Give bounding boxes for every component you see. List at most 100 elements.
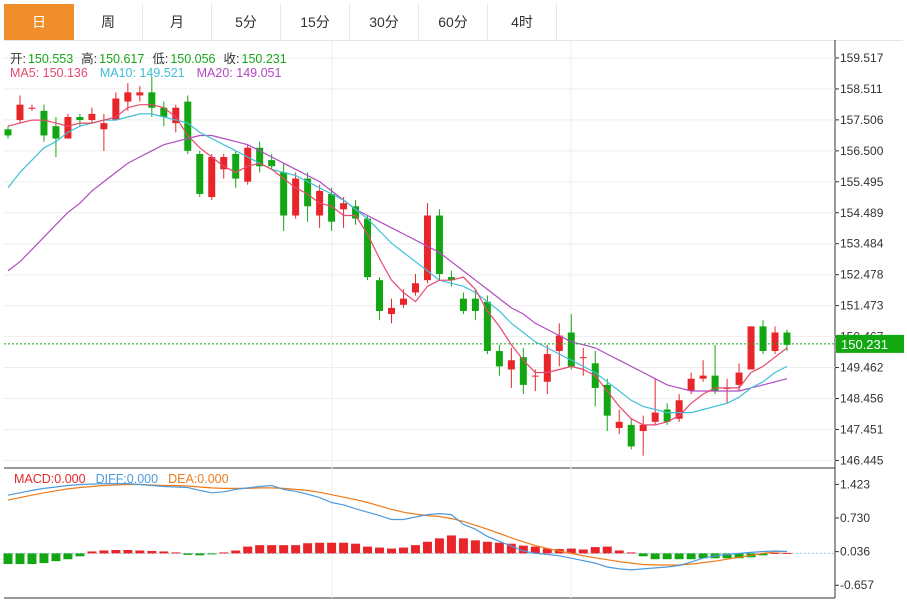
macd-bar-42 — [506, 543, 516, 554]
tab-month[interactable]: 月 — [143, 4, 212, 40]
ohlc-legend: 开: 150.553 高: 150.617 低: 150.056 收: 150.231 — [10, 48, 295, 67]
high-label: 高: — [81, 52, 98, 66]
macd-bar-45 — [542, 548, 552, 554]
candle-body-39 — [471, 298, 479, 311]
macd-bar-4 — [51, 553, 61, 562]
price-tick-label-6: 153.484 — [840, 237, 884, 251]
macd-bar-39 — [470, 540, 480, 554]
close-value: 150.231 — [241, 52, 287, 66]
macd-bar-9 — [111, 550, 121, 554]
macd-bar-37 — [446, 535, 456, 554]
macd-bar-6 — [75, 553, 85, 557]
candle-body-13 — [160, 107, 168, 117]
macd-bar-11 — [135, 550, 145, 554]
close-label: 收: — [223, 52, 240, 66]
macd-bar-1 — [15, 553, 25, 565]
ma5-line — [7, 104, 788, 426]
tab-week[interactable]: 周 — [74, 4, 143, 40]
tab-15min[interactable]: 15分 — [281, 4, 350, 40]
tab-60min[interactable]: 60分 — [419, 4, 488, 40]
ma20-line — [7, 134, 788, 392]
candle-body-1 — [16, 104, 24, 121]
macd-bar-29 — [351, 543, 361, 554]
candle-body-28 — [340, 203, 348, 210]
candle-body-42 — [507, 360, 515, 370]
macd-bar-33 — [398, 547, 408, 554]
macd-tick-label-3: -0.657 — [840, 578, 874, 592]
candle-body-54 — [651, 412, 659, 422]
tab-day[interactable]: 日 — [4, 4, 74, 40]
macd-bar-41 — [494, 542, 504, 554]
macd-bar-32 — [387, 548, 397, 554]
macd-bar-49 — [590, 547, 600, 554]
candle-body-21 — [256, 147, 264, 167]
macd-bar-48 — [578, 549, 588, 554]
candle-body-56 — [675, 400, 683, 419]
macd-bar-34 — [410, 545, 420, 554]
price-tick-label-12: 147.451 — [840, 422, 884, 436]
candle-body-48 — [579, 357, 587, 359]
candle-body-51 — [615, 421, 623, 428]
candle-body-44 — [531, 375, 539, 377]
macd-bar-3 — [39, 553, 49, 564]
tab-30min[interactable]: 30分 — [350, 4, 419, 40]
price-tick-label-3: 156.500 — [840, 144, 884, 158]
tab-4hour[interactable]: 4时 — [488, 4, 557, 40]
candle-body-38 — [459, 298, 467, 311]
candle-body-37 — [447, 277, 455, 281]
macd-bar-31 — [375, 547, 385, 554]
price-tick-label-2: 157.506 — [840, 113, 884, 127]
macd-bar-64 — [770, 552, 780, 554]
candle-body-36 — [435, 215, 443, 275]
last-price-tag — [836, 334, 904, 353]
candle-body-12 — [148, 92, 156, 108]
candle-body-62 — [747, 326, 755, 370]
high-value: 150.617 — [99, 52, 145, 66]
candle-body-3 — [40, 110, 48, 136]
candle-body-40 — [483, 301, 491, 351]
macd-bar-26 — [315, 542, 325, 554]
macd-bar-38 — [458, 538, 468, 554]
ma20-legend: MA20: 149.051 — [196, 66, 282, 80]
candle-body-46 — [555, 335, 563, 351]
macd-bar-55 — [662, 553, 672, 560]
candle-body-34 — [411, 283, 419, 293]
macd-bar-25 — [303, 543, 313, 554]
candle-body-45 — [543, 354, 551, 382]
candle-body-57 — [687, 378, 695, 392]
candle-body-9 — [112, 98, 120, 121]
candle-body-6 — [76, 116, 84, 121]
macd-bar-30 — [363, 546, 373, 554]
candle-body-17 — [208, 157, 216, 198]
candle-body-2 — [28, 107, 36, 109]
candle-body-23 — [280, 172, 288, 216]
ma10-legend: MA10: 149.521 — [99, 66, 185, 80]
macd-legend-value: MACD:0.000 — [14, 472, 86, 486]
candle-body-16 — [196, 153, 204, 194]
candle-body-14 — [172, 107, 180, 124]
candle-body-29 — [352, 206, 360, 219]
candle-body-27 — [328, 193, 336, 222]
candle-body-31 — [376, 280, 384, 311]
price-tick-label-10: 149.462 — [840, 361, 884, 375]
candle-body-53 — [639, 424, 647, 432]
macd-bar-22 — [267, 545, 277, 554]
candle-body-30 — [364, 218, 372, 278]
macd-bar-2 — [27, 553, 37, 565]
macd-tick-label-1: 0.730 — [840, 511, 870, 525]
macd-bar-56 — [674, 553, 684, 560]
candle-body-35 — [423, 215, 431, 281]
macd-bar-27 — [327, 542, 337, 554]
price-tick-label-0: 159.517 — [840, 51, 884, 65]
candle-body-0 — [4, 129, 12, 136]
macd-bar-18 — [219, 552, 229, 554]
candle-body-41 — [495, 350, 503, 367]
tab-5min[interactable]: 5分 — [212, 4, 281, 40]
price-tick-label-8: 151.473 — [840, 299, 884, 313]
diff-line — [7, 483, 788, 571]
macd-bar-61 — [734, 553, 744, 559]
macd-legend: MACD:0.000 DIFF:0.000 DEA:0.000 — [14, 472, 231, 486]
candle-body-20 — [244, 147, 252, 182]
macd-bar-5 — [63, 553, 73, 560]
